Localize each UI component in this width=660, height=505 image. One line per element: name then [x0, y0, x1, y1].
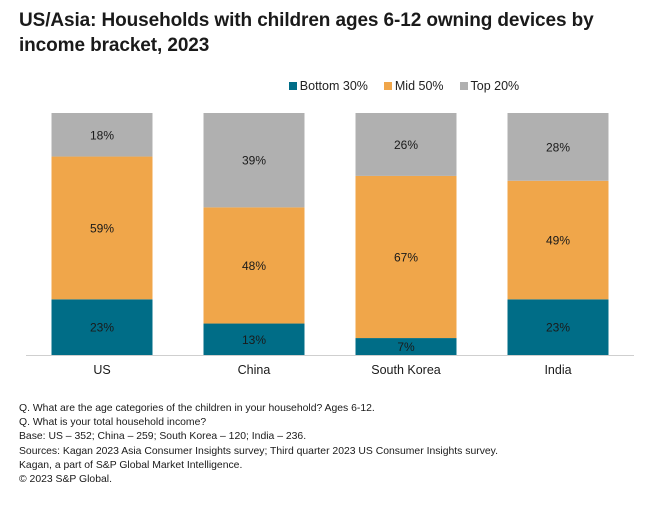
- legend-swatch-top-20: [459, 82, 468, 90]
- legend-item-mid-50: Mid 50%: [383, 79, 444, 93]
- bar-us-mid-50: [51, 156, 153, 300]
- x-tick-label-south-korea: South Korea: [371, 363, 441, 377]
- bar-china-mid-50: [203, 207, 305, 324]
- data-label-india-bottom-30: 23%: [546, 321, 570, 335]
- footnote-question-income: Q. What is your total household income?: [19, 417, 207, 429]
- x-tick-label-china: China: [238, 363, 271, 377]
- footnote-question-age: Q. What are the age categories of the ch…: [19, 403, 375, 414]
- legend: Bottom 30% Mid 50% Top 20%: [0, 79, 660, 93]
- footnote-copyright: © 2023 S&P Global.: [19, 474, 112, 486]
- bar-south-korea-mid-50: [355, 175, 457, 339]
- bar-us-top-20: [51, 113, 153, 157]
- footnote-sources: Sources: Kagan 2023 Asia Consumer Insigh…: [19, 445, 498, 457]
- legend-swatch-mid-50: [383, 82, 392, 90]
- data-label-south-korea-bottom-30: 7%: [397, 340, 415, 354]
- bar-china-bottom-30: [203, 323, 305, 355]
- data-label-us-mid-50: 59%: [90, 221, 114, 235]
- data-label-india-top-20: 28%: [546, 140, 570, 154]
- data-label-us-bottom-30: 23%: [90, 321, 114, 335]
- bar-south-korea-bottom-30: [355, 338, 457, 355]
- data-label-south-korea-top-20: 26%: [394, 138, 418, 152]
- bar-us-bottom-30: [51, 299, 153, 355]
- bar-india-top-20: [507, 113, 609, 181]
- bar-india-bottom-30: [507, 299, 609, 355]
- bar-china-top-20: [203, 113, 305, 208]
- bar-india-mid-50: [507, 180, 609, 300]
- legend-label-bottom-30: Bottom 30%: [299, 79, 368, 93]
- bar-south-korea-top-20: [355, 113, 457, 176]
- data-label-china-top-20: 39%: [242, 154, 266, 168]
- footnotes: Q. What are the age categories of the ch…: [19, 402, 498, 487]
- data-label-china-mid-50: 48%: [242, 259, 266, 273]
- legend-label-mid-50: Mid 50%: [394, 79, 444, 93]
- data-label-south-korea-mid-50: 67%: [394, 250, 418, 264]
- data-label-china-bottom-30: 13%: [242, 333, 266, 347]
- data-label-us-top-20: 18%: [90, 128, 114, 142]
- legend-item-top-20: Top 20%: [459, 79, 520, 93]
- chart-title: US/Asia: Households with children ages 6…: [19, 10, 594, 56]
- data-label-india-mid-50: 49%: [546, 234, 570, 248]
- x-tick-label-us: US: [93, 363, 110, 377]
- legend-item-bottom-30: Bottom 30%: [141, 79, 368, 93]
- footnote-attribution: Kagan, a part of S&P Global Market Intel…: [19, 459, 243, 471]
- legend-swatch-bottom-30: [288, 82, 297, 90]
- stacked-bar-chart: 23% 59% 18% US 13% 48% 39% China 7% 67% 26% South K…: [26, 113, 634, 377]
- x-tick-label-india: India: [544, 363, 571, 377]
- legend-label-top-20: Top 20%: [470, 79, 520, 93]
- footnote-base: Base: US – 352; China – 259; South Korea…: [19, 431, 307, 443]
